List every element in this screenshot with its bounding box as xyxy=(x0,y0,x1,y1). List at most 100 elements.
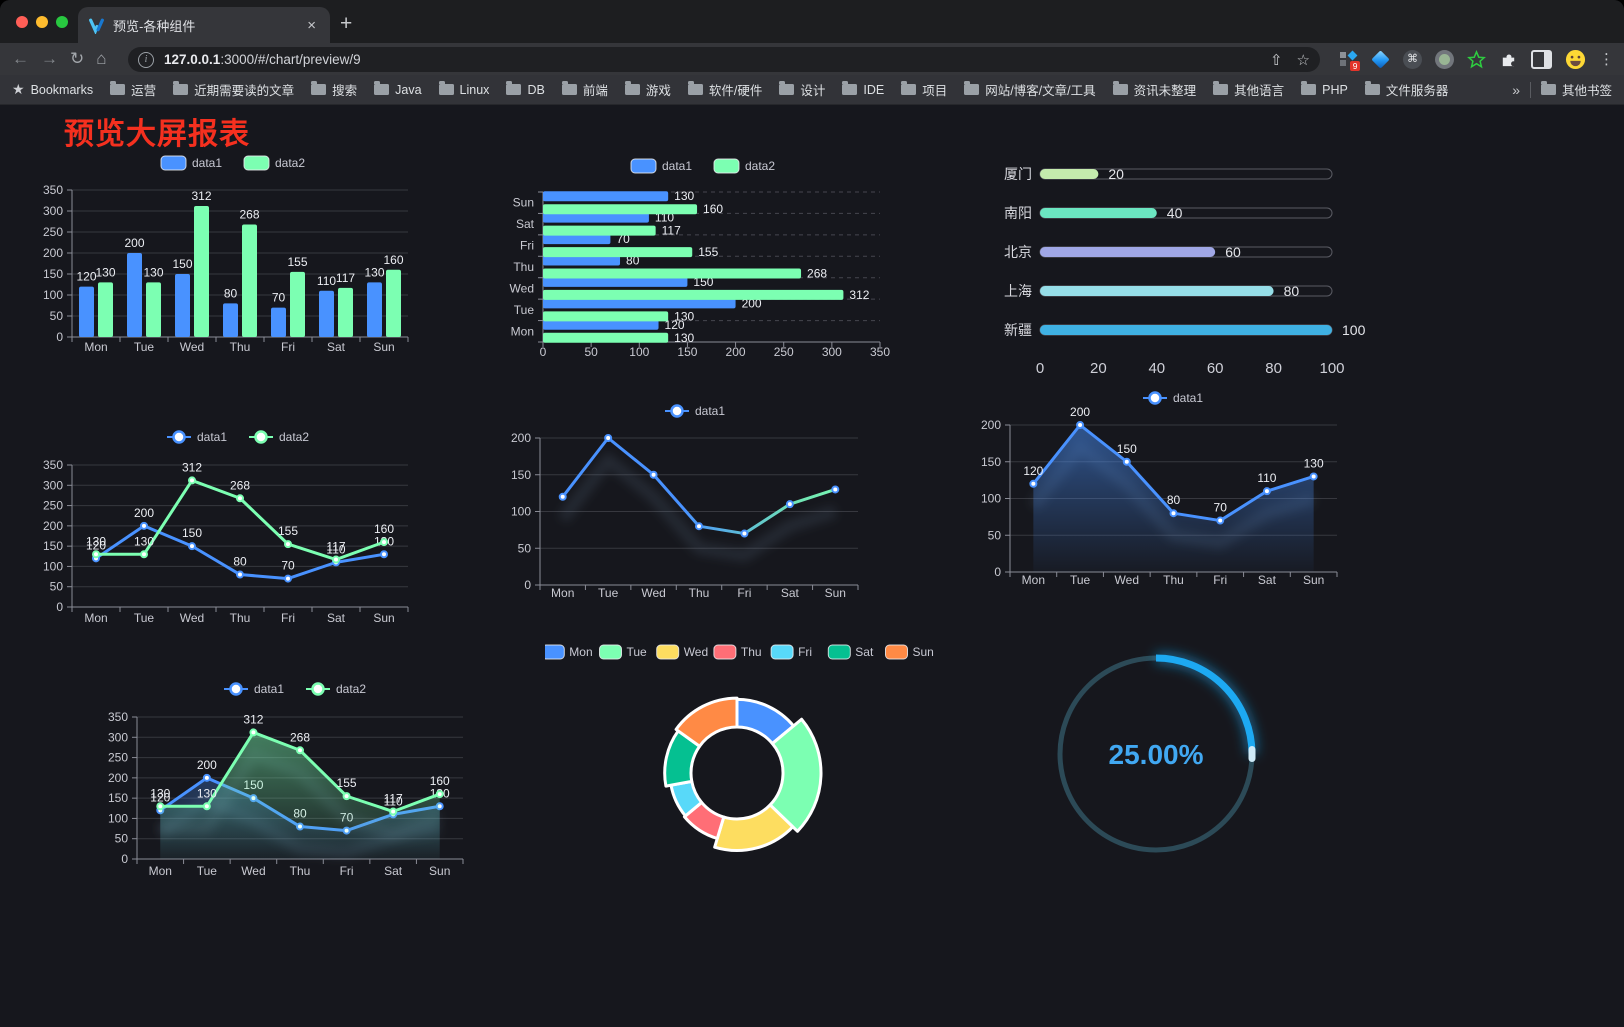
svg-text:80: 80 xyxy=(1284,283,1300,299)
svg-text:0: 0 xyxy=(56,600,63,614)
chart-grouped-bar[interactable]: data1 data2 0 50 100 150 200 250 300 350 Mon Tue Wed… xyxy=(30,145,455,390)
svg-text:50: 50 xyxy=(50,309,64,323)
chart-city-progress[interactable]: 厦门 20 南阳 40 北京 60 上海 80 新疆 100 0 20 40 60 80 100 xyxy=(985,160,1370,385)
bookmark-item[interactable]: 网站/博客/文章/工具 xyxy=(964,80,1096,99)
close-window-button[interactable] xyxy=(16,16,28,28)
bookmark-item[interactable]: IDE xyxy=(842,80,884,99)
tab-close-icon[interactable]: × xyxy=(307,16,316,34)
browser-menu-icon[interactable]: ⋮ xyxy=(1599,51,1614,68)
svg-text:250: 250 xyxy=(43,499,63,513)
svg-text:data2: data2 xyxy=(336,682,366,696)
svg-text:50: 50 xyxy=(115,832,129,846)
browser-toolbar: ← → ↻ ⌂ i 127.0.0.1:3000/#/chart/preview… xyxy=(0,43,1624,75)
svg-text:data1: data1 xyxy=(254,682,284,696)
svg-text:Thu: Thu xyxy=(230,340,251,354)
folder-icon xyxy=(779,81,795,95)
folder-icon xyxy=(901,81,917,95)
bookmark-item[interactable]: 游戏 xyxy=(624,80,671,99)
svg-text:200: 200 xyxy=(197,758,217,772)
bookmark-item[interactable]: 其他语言 xyxy=(1213,80,1284,99)
new-tab-button[interactable]: + xyxy=(340,12,353,35)
svg-text:Mon: Mon xyxy=(84,340,107,354)
extension-pixel-icon[interactable]: 9 xyxy=(1339,50,1360,71)
svg-text:110: 110 xyxy=(326,542,345,556)
profile-avatar[interactable] xyxy=(1565,49,1586,70)
svg-text:130: 130 xyxy=(134,534,154,548)
svg-text:Tue: Tue xyxy=(598,586,619,600)
svg-text:Fri: Fri xyxy=(737,586,751,600)
chart-single-area[interactable]: data1 0 50 100 150 200 Mon Tue Wed Thu Fri Sat Sun 12… xyxy=(975,390,1355,595)
bookmarks-root[interactable]: ★ Bookmarks xyxy=(12,81,93,98)
forward-icon[interactable]: → xyxy=(41,49,58,68)
bookmark-item[interactable]: 资讯未整理 xyxy=(1112,80,1196,99)
svg-text:Wed: Wed xyxy=(180,340,204,354)
svg-text:200: 200 xyxy=(134,506,154,520)
bookmark-item[interactable]: DB xyxy=(506,80,545,99)
extension-star-icon[interactable] xyxy=(1467,49,1486,69)
bookmarks-overflow-icon[interactable]: » xyxy=(1512,81,1520,98)
bookmark-item[interactable]: 项目 xyxy=(901,80,947,99)
share-icon[interactable]: ⇧ xyxy=(1269,51,1283,69)
svg-text:Tue: Tue xyxy=(514,303,535,317)
svg-text:150: 150 xyxy=(677,345,697,359)
reload-icon[interactable]: ↻ xyxy=(70,49,85,68)
svg-text:155: 155 xyxy=(278,524,298,538)
svg-text:70: 70 xyxy=(281,559,295,573)
browser-tab[interactable]: 预览-各种组件 × xyxy=(78,7,330,43)
svg-text:100: 100 xyxy=(629,345,649,359)
svg-text:Wed: Wed xyxy=(180,611,204,625)
bookmark-item[interactable]: PHP xyxy=(1301,80,1348,99)
bookmark-item[interactable]: 近期需要读的文章 xyxy=(173,80,294,99)
back-icon[interactable]: ← xyxy=(12,49,29,68)
svg-text:70: 70 xyxy=(1214,501,1228,515)
svg-text:130: 130 xyxy=(364,265,384,279)
svg-text:Tue: Tue xyxy=(627,645,648,659)
extension-gem-icon[interactable] xyxy=(1371,49,1390,69)
svg-text:117: 117 xyxy=(662,224,681,238)
chart-two-lines-area[interactable]: data1 data2 0 50 100 150 200 250 300 350 Mon Tue Wed… xyxy=(95,675,505,890)
folder-icon xyxy=(1213,81,1229,95)
sidebar-toggle-icon[interactable] xyxy=(1531,49,1552,69)
chart-gradient-line[interactable]: data1 0 50 100 150 200 Mon Tue Wed Thu Fri Sat Sun xyxy=(495,400,890,610)
extensions-puzzle-icon[interactable] xyxy=(1499,50,1518,69)
bookmark-label: 运营 xyxy=(131,84,157,98)
svg-text:350: 350 xyxy=(870,345,890,359)
svg-text:Sat: Sat xyxy=(327,611,346,625)
svg-text:117: 117 xyxy=(384,792,403,806)
extension-record-icon[interactable] xyxy=(1435,49,1454,69)
bookmark-item[interactable]: 文件服务器 xyxy=(1364,80,1448,99)
bookmark-item[interactable]: Java xyxy=(374,80,422,99)
address-bar[interactable]: i 127.0.0.1:3000/#/chart/preview/9 ⇧ ☆ xyxy=(128,47,1320,72)
bookmark-star-icon[interactable]: ☆ xyxy=(1296,51,1310,69)
home-icon[interactable]: ⌂ xyxy=(96,49,107,68)
url-text[interactable]: 127.0.0.1:3000/#/chart/preview/9 xyxy=(164,52,1256,67)
zoom-window-button[interactable] xyxy=(56,16,68,28)
svg-text:312: 312 xyxy=(243,712,263,726)
bookmark-label: 其他语言 xyxy=(1234,84,1285,98)
bookmark-item[interactable]: 前端 xyxy=(561,80,608,99)
svg-text:110: 110 xyxy=(384,794,403,808)
svg-text:Mon: Mon xyxy=(569,645,592,659)
folder-icon xyxy=(438,81,454,95)
bookmark-item[interactable]: 设计 xyxy=(779,80,825,99)
bookmarks-root-label: Bookmarks xyxy=(30,82,94,97)
chart-horizontal-bar[interactable]: data1 data2 Sun Sat Fri Thu Wed Tue Mon 0 50 100 150… xyxy=(505,155,895,370)
minimize-window-button[interactable] xyxy=(36,16,48,28)
chart-gauge[interactable]: 25.00% xyxy=(1040,640,1280,880)
site-info-icon[interactable]: i xyxy=(138,51,154,68)
bookmark-item[interactable]: 搜索 xyxy=(311,80,357,99)
svg-text:120: 120 xyxy=(86,538,106,552)
other-bookmarks[interactable]: 其他书签 xyxy=(1540,80,1612,99)
chart-two-lines[interactable]: data1 data2 0 50 100 150 200 250 300 350 Mon Tue Wed… xyxy=(30,425,455,640)
bookmark-item[interactable]: 运营 xyxy=(110,80,156,99)
svg-text:data1: data1 xyxy=(662,159,692,173)
svg-text:Sun: Sun xyxy=(913,645,934,659)
svg-text:120: 120 xyxy=(1023,464,1043,478)
svg-text:data1: data1 xyxy=(695,404,725,418)
svg-text:268: 268 xyxy=(230,478,250,492)
svg-text:117: 117 xyxy=(336,271,355,285)
bookmark-item[interactable]: 软件/硬件 xyxy=(687,80,762,99)
chart-donut[interactable]: Mon Tue Wed Thu Fri Sat Sun xyxy=(541,635,935,890)
extension-command-icon[interactable]: ⌘ xyxy=(1403,49,1422,69)
bookmark-item[interactable]: Linux xyxy=(438,80,489,99)
